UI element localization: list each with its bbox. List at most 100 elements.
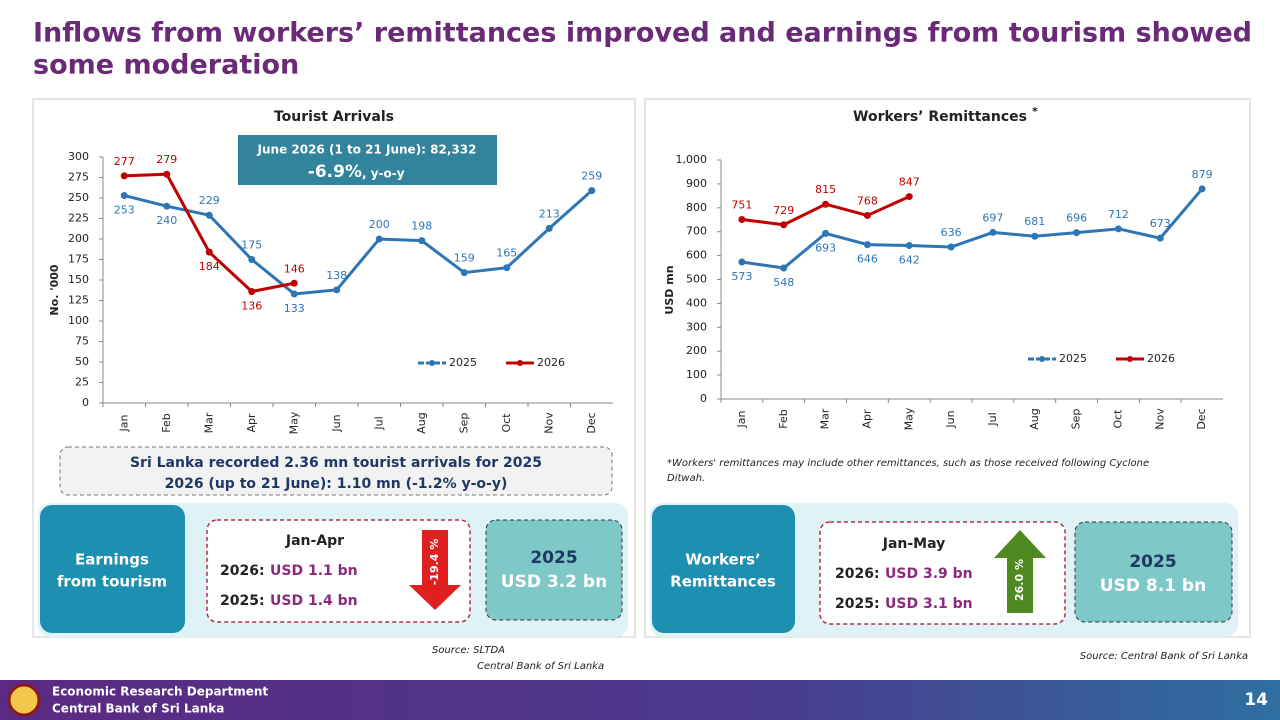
point (503, 264, 511, 272)
point (1156, 234, 1164, 242)
point (989, 228, 997, 236)
data-label: 642 (899, 254, 920, 267)
data-label: 847 (899, 176, 920, 189)
data-label: 198 (411, 220, 432, 233)
data-label: 240 (156, 214, 177, 227)
chart-title: Workers’ Remittances (853, 109, 1027, 125)
y-tick-label: 200 (68, 232, 89, 245)
data-label: 138 (326, 269, 347, 282)
x-tick-label: Mar (202, 412, 215, 433)
x-tick-label: Aug (1028, 408, 1041, 429)
y-tick-label: 250 (68, 191, 89, 204)
x-tick-label: Sep (457, 413, 470, 434)
data-label: 184 (199, 260, 220, 273)
x-tick-label: Apr (245, 413, 258, 433)
slide-title: some moderation (33, 50, 299, 81)
data-label: 573 (731, 270, 752, 283)
x-tick-label: Jan (735, 410, 748, 428)
panel-label-box (652, 505, 795, 633)
row-value: USD 1.1 bn (270, 563, 358, 579)
data-label: 646 (857, 253, 878, 266)
source: Source: Central Bank of Sri Lanka (1080, 651, 1248, 662)
row-value: USD 3.1 bn (885, 596, 973, 612)
series-line (123, 189, 593, 296)
legend-label: 2025 (449, 356, 477, 369)
data-label: 693 (815, 241, 836, 254)
data-label: 146 (284, 262, 305, 275)
total: USD 8.1 bn (1100, 576, 1206, 596)
data-label: 815 (815, 183, 836, 196)
legend-marker (1127, 356, 1133, 362)
total-year: 2025 (1129, 552, 1176, 572)
title-mark: * (1032, 105, 1038, 118)
x-tick-label: Feb (777, 409, 790, 428)
y-tick-label: 900 (686, 177, 707, 190)
point (205, 248, 213, 256)
y-tick-label: 125 (68, 294, 89, 307)
y-tick-label: 0 (700, 392, 707, 405)
x-tick-label: Oct (500, 413, 513, 433)
y-tick-label: 300 (68, 150, 89, 163)
y-tick-label: 200 (686, 344, 707, 357)
data-label: 213 (539, 207, 560, 220)
legend-marker (1039, 356, 1045, 362)
y-tick-label: 400 (686, 296, 707, 309)
y-tick-label: 275 (68, 171, 89, 184)
change: -19.4 % (428, 539, 441, 586)
point (905, 193, 913, 201)
row-year: 2025: (835, 596, 880, 612)
point (947, 243, 955, 251)
legend-marker (429, 360, 435, 366)
footer-text: Central Bank of Sri Lanka (52, 702, 224, 716)
point (418, 237, 426, 245)
panel-label: Remittances (670, 573, 776, 591)
x-tick-label: Jan (117, 414, 130, 432)
y-tick-label: 25 (75, 376, 89, 389)
footer (0, 680, 1280, 720)
y-axis-label: USD mn (663, 265, 676, 314)
point (290, 290, 298, 298)
x-tick-label: Feb (160, 413, 173, 432)
data-label: 712 (1108, 208, 1129, 221)
y-tick-label: 1,000 (676, 153, 708, 166)
data-label: 636 (941, 226, 962, 239)
series-line (741, 187, 1204, 270)
point (163, 202, 171, 210)
y-tick-label: 175 (68, 253, 89, 266)
point (120, 192, 128, 200)
footer-text: Economic Research Department (52, 685, 268, 699)
data-label: 229 (199, 194, 220, 207)
y-tick-label: 75 (75, 335, 89, 348)
legend-label: 2026 (1147, 352, 1175, 365)
x-tick-label: May (287, 411, 300, 434)
period: Jan-May (882, 536, 946, 552)
period: Jan-Apr (285, 533, 344, 549)
point (290, 279, 298, 287)
panel-label: Workers’ (685, 551, 760, 569)
x-tick-label: Aug (415, 412, 428, 433)
row-year: 2025: (220, 593, 265, 609)
row-value: USD 1.4 bn (270, 593, 358, 609)
x-tick-label: Apr (860, 409, 873, 429)
data-label: 165 (496, 247, 517, 260)
data-label: 133 (284, 302, 305, 315)
point (822, 200, 830, 208)
chart-title: Tourist Arrivals (274, 109, 394, 125)
data-label: 277 (114, 155, 135, 168)
data-label: 159 (454, 252, 475, 265)
y-tick-label: 225 (68, 212, 89, 225)
change: 26.0 % (1013, 559, 1026, 601)
y-tick-label: 700 (686, 225, 707, 238)
point (248, 256, 256, 263)
data-label: 729 (773, 204, 794, 217)
y-axis-label: No. '000 (48, 264, 61, 315)
point (905, 242, 913, 250)
y-tick-label: 800 (686, 201, 707, 214)
row-year: 2026: (220, 563, 265, 579)
annotation: , y-o-y (362, 167, 405, 181)
x-tick-label: Jun (944, 410, 957, 428)
panel-label-box (40, 505, 185, 633)
legend-marker (517, 360, 523, 366)
annotation: -6.9% (308, 162, 362, 182)
